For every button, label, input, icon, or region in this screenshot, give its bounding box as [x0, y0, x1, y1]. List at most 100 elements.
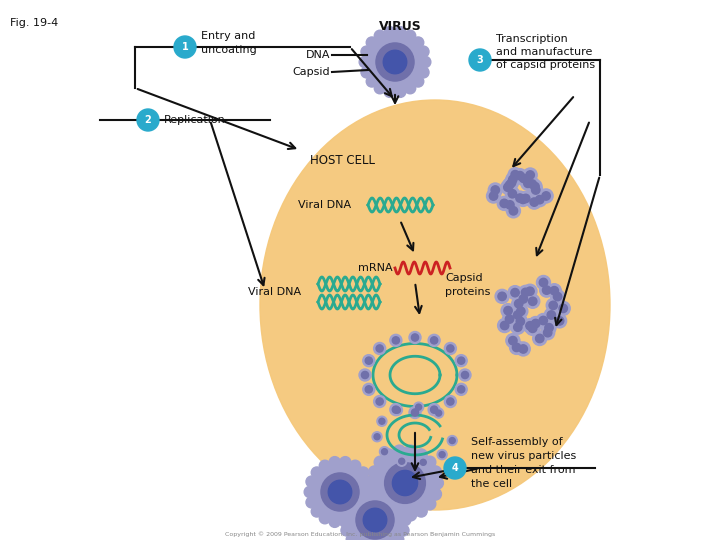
Circle shape	[383, 449, 395, 461]
Text: Transcription
and manufacture
of capsid proteins: Transcription and manufacture of capsid …	[496, 34, 595, 70]
Circle shape	[377, 416, 387, 426]
Circle shape	[458, 386, 465, 393]
Circle shape	[374, 456, 386, 468]
Circle shape	[383, 505, 395, 517]
Circle shape	[374, 342, 386, 354]
Circle shape	[364, 484, 375, 496]
Circle shape	[392, 337, 400, 344]
Circle shape	[536, 314, 550, 327]
Text: mRNA: mRNA	[358, 263, 392, 273]
Circle shape	[399, 458, 405, 464]
Circle shape	[359, 56, 370, 68]
Circle shape	[521, 288, 530, 296]
Circle shape	[505, 181, 514, 189]
Circle shape	[418, 457, 428, 467]
Circle shape	[519, 345, 528, 353]
Circle shape	[458, 357, 465, 364]
Circle shape	[542, 321, 556, 335]
Circle shape	[455, 383, 467, 395]
Circle shape	[366, 477, 379, 489]
Circle shape	[365, 357, 372, 364]
Circle shape	[424, 498, 436, 510]
Text: Capsid: Capsid	[292, 67, 330, 77]
Circle shape	[446, 398, 454, 405]
Circle shape	[508, 286, 522, 300]
Circle shape	[363, 355, 375, 367]
Circle shape	[409, 332, 421, 343]
Circle shape	[503, 198, 517, 212]
Circle shape	[431, 337, 438, 344]
Circle shape	[398, 504, 409, 515]
Circle shape	[366, 76, 377, 87]
Circle shape	[311, 467, 323, 478]
Circle shape	[411, 409, 418, 416]
Circle shape	[528, 183, 543, 197]
Text: DNA: DNA	[305, 50, 330, 60]
Circle shape	[361, 372, 369, 379]
Text: 3: 3	[477, 55, 483, 65]
Circle shape	[319, 460, 330, 471]
Circle shape	[523, 179, 532, 187]
Circle shape	[511, 171, 519, 179]
Circle shape	[374, 498, 386, 510]
Circle shape	[545, 323, 553, 332]
Circle shape	[526, 287, 534, 295]
Circle shape	[395, 26, 406, 38]
Circle shape	[400, 515, 411, 525]
Circle shape	[392, 470, 418, 496]
Circle shape	[174, 36, 196, 58]
Circle shape	[437, 450, 447, 460]
Circle shape	[449, 437, 455, 443]
Circle shape	[513, 323, 522, 332]
Circle shape	[505, 201, 514, 209]
Circle shape	[528, 180, 536, 188]
Circle shape	[541, 326, 554, 340]
Circle shape	[376, 345, 383, 352]
Circle shape	[393, 445, 405, 457]
Circle shape	[550, 287, 559, 295]
Text: 1: 1	[181, 42, 189, 52]
Circle shape	[519, 174, 528, 183]
Circle shape	[382, 449, 387, 455]
Circle shape	[431, 406, 438, 413]
Circle shape	[392, 534, 404, 540]
Circle shape	[462, 372, 469, 379]
Text: 2: 2	[145, 115, 151, 125]
Circle shape	[354, 488, 366, 500]
Circle shape	[508, 167, 522, 181]
Circle shape	[328, 480, 352, 504]
Circle shape	[491, 186, 500, 194]
Text: Entry and
uncoating: Entry and uncoating	[201, 31, 257, 55]
Circle shape	[506, 204, 521, 218]
Circle shape	[498, 292, 506, 301]
Circle shape	[341, 525, 352, 536]
Text: Fig. 19-4: Fig. 19-4	[10, 18, 58, 28]
Circle shape	[533, 193, 546, 207]
Circle shape	[374, 30, 385, 42]
Circle shape	[379, 418, 385, 424]
Circle shape	[363, 383, 375, 395]
Circle shape	[383, 50, 407, 74]
Circle shape	[536, 334, 544, 343]
Circle shape	[557, 301, 570, 315]
Circle shape	[539, 189, 553, 203]
Circle shape	[510, 340, 523, 354]
Circle shape	[429, 466, 441, 478]
Circle shape	[516, 192, 530, 206]
Circle shape	[504, 183, 512, 192]
Ellipse shape	[260, 100, 610, 510]
Circle shape	[536, 275, 551, 289]
Circle shape	[536, 195, 544, 204]
Circle shape	[415, 449, 427, 461]
Circle shape	[397, 456, 407, 466]
Circle shape	[424, 456, 436, 468]
Circle shape	[544, 328, 552, 337]
Circle shape	[469, 49, 491, 71]
Circle shape	[539, 283, 554, 297]
Circle shape	[518, 192, 533, 205]
Circle shape	[304, 487, 315, 497]
Circle shape	[433, 408, 444, 418]
Circle shape	[319, 512, 330, 524]
Circle shape	[379, 447, 390, 457]
Circle shape	[526, 321, 534, 330]
